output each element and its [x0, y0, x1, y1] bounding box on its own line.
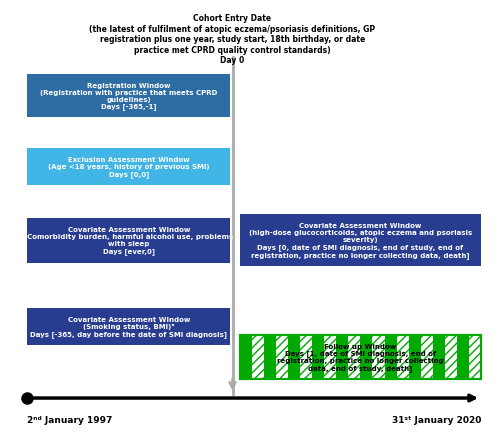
Text: Covariate Assessment Window
(Comorbidity burden, harmful alcohol use, problems
w: Covariate Assessment Window (Comorbidity… — [24, 227, 234, 255]
Bar — [433, 335, 445, 379]
Text: Cohort Entry Date
(the latest of fulfilment of atopic eczema/psoriasis definitio: Cohort Entry Date (the latest of fulfilm… — [90, 14, 376, 65]
FancyBboxPatch shape — [28, 309, 230, 345]
Text: Follow up Window
Days [1, date of SMI diagnosis, end of
registration, practice n: Follow up Window Days [1, date of SMI di… — [277, 343, 444, 372]
Text: Covariate Assessment Window
(high-dose glucocorticoids, atopic eczema and psoria: Covariate Assessment Window (high-dose g… — [249, 223, 472, 259]
FancyBboxPatch shape — [28, 218, 230, 263]
Bar — [336, 335, 348, 379]
Text: Registration Window
(Registration with practice that meets CPRD
guidelines)
Days: Registration Window (Registration with p… — [40, 82, 218, 110]
Bar — [384, 335, 396, 379]
Bar — [457, 335, 469, 379]
Text: 31ˢᵗ January 2020: 31ˢᵗ January 2020 — [392, 415, 481, 424]
FancyBboxPatch shape — [240, 335, 481, 379]
Text: Exclusion Assessment Window
(Age <18 years, history of previous SMI)
Days [0,0]: Exclusion Assessment Window (Age <18 yea… — [48, 157, 209, 178]
FancyBboxPatch shape — [28, 75, 230, 118]
Bar — [240, 335, 252, 379]
Bar — [312, 335, 324, 379]
Text: Covariate Assessment Window
(Smoking status, BMI)ᵃ
Days [-365, day before the da: Covariate Assessment Window (Smoking sta… — [30, 316, 228, 337]
FancyBboxPatch shape — [28, 149, 230, 186]
FancyBboxPatch shape — [240, 215, 481, 266]
Bar — [288, 335, 300, 379]
Bar — [408, 335, 420, 379]
Bar — [360, 335, 372, 379]
Text: 2ⁿᵈ January 1997: 2ⁿᵈ January 1997 — [28, 415, 113, 424]
Bar — [264, 335, 276, 379]
